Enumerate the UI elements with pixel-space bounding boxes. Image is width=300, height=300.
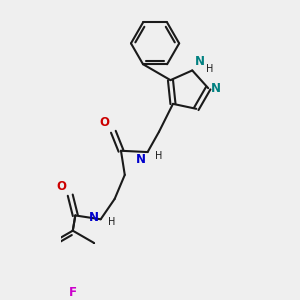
Text: N: N xyxy=(195,55,205,68)
Text: N: N xyxy=(211,82,221,95)
Text: O: O xyxy=(100,116,110,129)
Text: N: N xyxy=(136,153,146,166)
Text: H: H xyxy=(108,217,116,227)
Text: H: H xyxy=(155,151,162,161)
Text: H: H xyxy=(206,64,214,74)
Text: F: F xyxy=(69,286,77,299)
Text: O: O xyxy=(56,180,66,193)
Text: N: N xyxy=(89,212,99,224)
